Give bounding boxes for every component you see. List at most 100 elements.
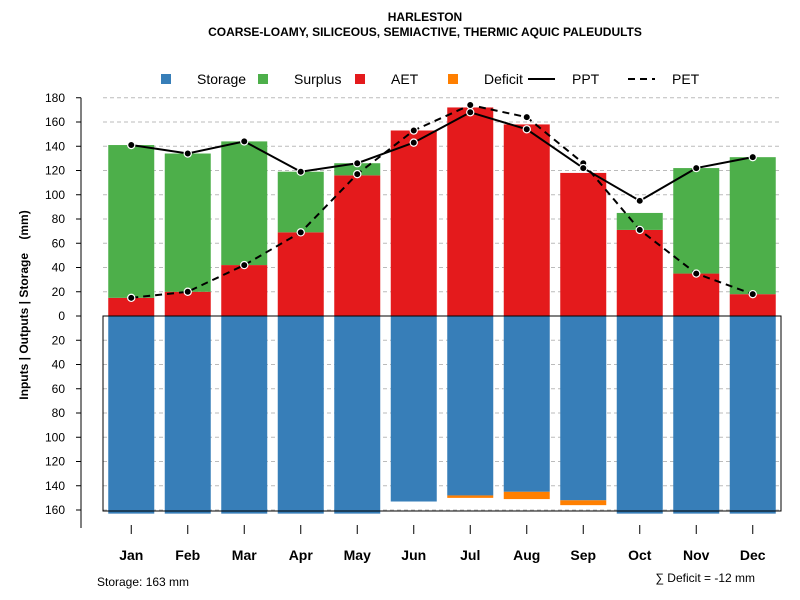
bars (108, 107, 776, 514)
chart-title: HARLESTON (388, 10, 462, 24)
bar-storage (447, 316, 494, 496)
x-tick-label: Sep (570, 547, 596, 563)
y-tick-label: 120 (45, 164, 65, 178)
axes: 180 160 140 120 100 80 60 40 20 0 20 40 60 80 100 120 14… (45, 91, 782, 563)
x-tick-label: Apr (289, 547, 314, 563)
pet-line-point (692, 269, 701, 278)
pet-line-point (240, 260, 249, 270)
y-tick-label: 140 (45, 479, 65, 493)
pet-line-point (183, 287, 192, 296)
legend-label: Deficit (484, 71, 523, 87)
x-tick-label: Aug (513, 547, 540, 563)
bar-aet (673, 273, 720, 316)
bar-aet (503, 124, 550, 316)
y-axis-label: Inputs | Outputs | Storage (mm) (17, 210, 31, 399)
pet-line-point (127, 293, 136, 303)
pet-line-point (635, 225, 644, 235)
bar-surplus (277, 171, 324, 233)
legend-label: PPT (572, 71, 600, 87)
bar-storage (164, 316, 211, 514)
pet-line-point (296, 228, 305, 237)
bar-aet (616, 229, 663, 316)
x-tick-label: Dec (740, 547, 766, 563)
y-tick-label: 80 (52, 406, 66, 420)
bar-storage (729, 316, 776, 514)
storage-note: Storage: 163 mm (97, 575, 189, 589)
legend-swatch (258, 74, 268, 84)
y-tick-label: 0 (58, 309, 65, 323)
bar-aet (334, 175, 381, 316)
ppt-line-point (466, 108, 475, 117)
y-tick-label: 100 (45, 430, 65, 444)
bar-deficit (560, 500, 607, 506)
y-tick-label: 20 (52, 333, 66, 347)
x-tick-label: Feb (175, 547, 200, 563)
x-tick-label: Mar (232, 547, 257, 563)
bar-aet (729, 294, 776, 316)
bar-storage (616, 316, 663, 514)
ppt-line-point (522, 125, 531, 134)
pet-line-point (748, 289, 757, 299)
y-tick-label: 20 (52, 285, 66, 299)
bar-storage (673, 316, 720, 514)
y-tick-label: 160 (45, 115, 65, 129)
y-tick-label: 60 (52, 236, 66, 250)
legend-swatch (448, 74, 458, 84)
bar-storage (334, 316, 381, 514)
ppt-line-point (409, 138, 418, 147)
y-tick-label: 160 (45, 503, 65, 517)
bar-aet (277, 232, 324, 316)
bar-surplus (729, 157, 776, 295)
y-tick-label: 40 (52, 261, 66, 275)
bar-aet (560, 172, 607, 316)
deficit-note: ∑ Deficit = -12 mm (655, 571, 755, 585)
x-tick-label: Jul (460, 547, 480, 563)
bar-aet (390, 130, 437, 316)
legend-swatch (355, 74, 365, 84)
bar-aet (447, 107, 494, 316)
chart-subtitle: COARSE-LOAMY, SILICEOUS, SEMIACTIVE, THE… (208, 25, 642, 39)
bar-surplus (673, 168, 720, 274)
bar-deficit (503, 491, 550, 500)
y-tick-label: 120 (45, 455, 65, 469)
bar-storage (390, 316, 437, 502)
bar-aet (108, 297, 155, 316)
bar-storage (221, 316, 268, 514)
ppt-line-point (183, 149, 192, 158)
y-tick-label: 60 (52, 382, 66, 396)
x-tick-label: Oct (628, 547, 652, 563)
ppt-line-point (748, 152, 757, 162)
ppt-line-point (635, 196, 644, 206)
legend-swatch (161, 74, 171, 84)
legend: Storage Surplus AET Deficit PPT PET (161, 71, 700, 87)
x-tick-label: Nov (683, 547, 710, 563)
ppt-line-point (127, 140, 136, 150)
pet-line-point (466, 100, 475, 110)
ppt-line-point (353, 159, 362, 168)
x-tick-label: Jun (401, 547, 426, 563)
y-tick-label: 140 (45, 139, 65, 153)
storage-box (102, 315, 782, 512)
bar-surplus (108, 145, 155, 298)
ppt-line-point (692, 163, 701, 173)
y-tick-label: 40 (52, 358, 66, 372)
bar-storage (108, 316, 155, 514)
ppt-line-point (240, 137, 249, 146)
legend-label: Storage (197, 71, 246, 87)
bar-storage (560, 316, 607, 501)
y-tick-label: 180 (45, 91, 65, 105)
legend-label: AET (391, 71, 419, 87)
bar-aet (221, 265, 268, 316)
pet-line-point (409, 126, 418, 135)
ppt-line-point (579, 163, 588, 173)
bar-surplus (164, 153, 211, 292)
ppt-line (131, 111, 753, 202)
pet-line-point (353, 169, 362, 179)
y-tick-label: 100 (45, 188, 65, 202)
bar-surplus (221, 141, 268, 266)
legend-label: Surplus (294, 71, 341, 87)
bar-storage (277, 316, 324, 514)
pet-line-point (522, 112, 531, 122)
y-tick-label: 80 (52, 212, 66, 226)
